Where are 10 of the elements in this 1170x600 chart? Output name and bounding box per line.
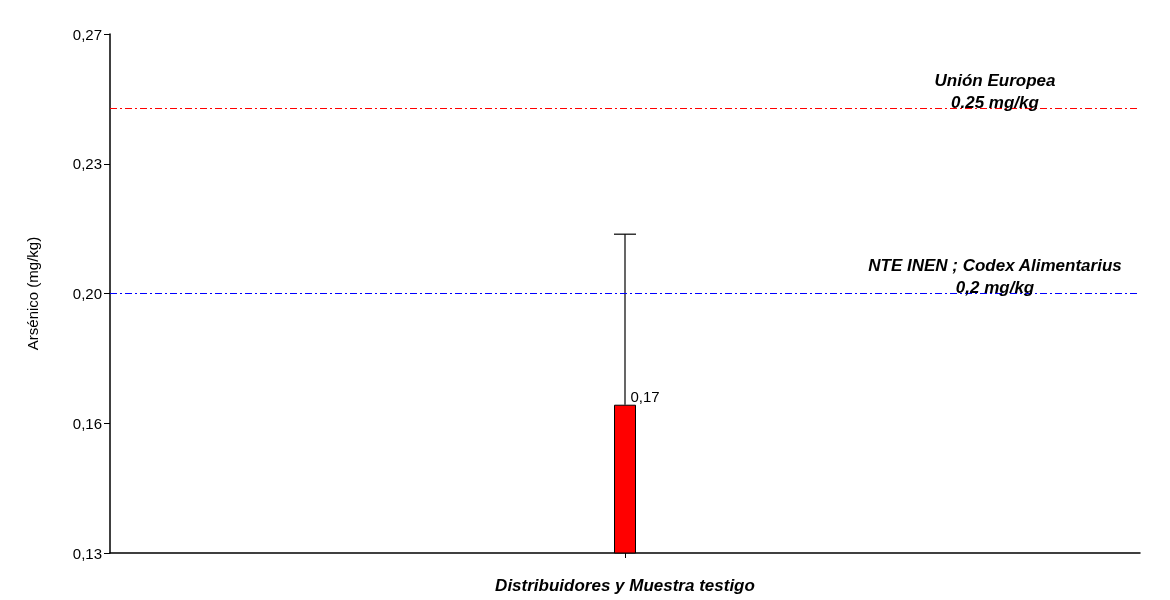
y-axis-title: Arsénico (mg/kg) (24, 236, 41, 351)
data-label: 0,17 (630, 387, 660, 405)
y-tick-label: 0,27 (72, 25, 102, 43)
y-tick-label: 0,20 (72, 285, 102, 302)
y-tick-label: 0,13 (72, 544, 102, 562)
ref-line-label: Unión Europea 0.25 mg/kg (934, 70, 1056, 112)
ref-line-label: NTE INEN ; Codex Alimentarius 0,2 mg/kg (868, 256, 1122, 297)
x-axis-title: Distribuidores y Muestra testigo (495, 576, 755, 595)
y-tick-label: 0,23 (72, 155, 102, 173)
y-tick-label: 0,16 (72, 414, 102, 432)
